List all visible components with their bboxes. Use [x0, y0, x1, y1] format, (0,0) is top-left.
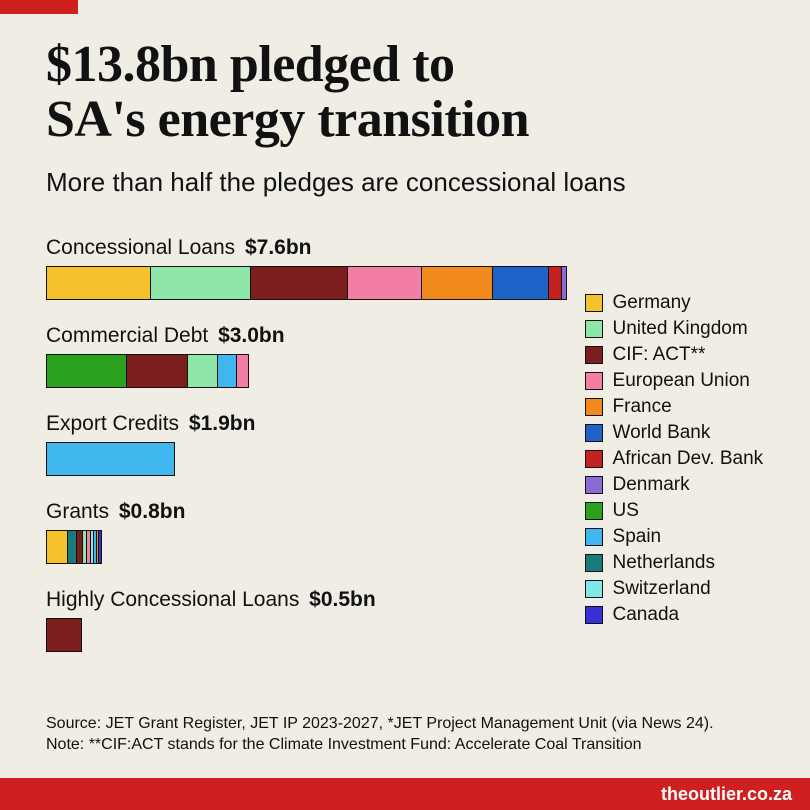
legend-item: CIF: ACT** [585, 344, 764, 366]
legend-swatch [585, 580, 603, 598]
bar-segment [68, 531, 77, 563]
category-label: Highly Concessional Loans $0.5bn [46, 588, 567, 612]
legend-label: Germany [613, 292, 691, 314]
category-value: $7.6bn [245, 236, 312, 259]
legend: Germany United Kingdom CIF: ACT** European … [567, 292, 764, 630]
legend-label: African Dev. Bank [613, 448, 764, 470]
category-label: Export Credits $1.9bn [46, 412, 567, 436]
category: Grants $0.8bn [46, 500, 567, 564]
legend-label: Spain [613, 526, 662, 548]
legend-item: United Kingdom [585, 318, 764, 340]
stacked-bar [46, 266, 567, 300]
category-label: Grants $0.8bn [46, 500, 567, 524]
stacked-bar [46, 530, 102, 564]
stacked-bar [46, 442, 175, 476]
bar-segment [549, 267, 561, 299]
legend-swatch [585, 372, 603, 390]
chart-area: Concessional Loans $7.6bn Commercial Debt… [46, 236, 764, 676]
legend-item: Switzerland [585, 578, 764, 600]
legend-item: Spain [585, 526, 764, 548]
legend-swatch [585, 346, 603, 364]
bar-segment [127, 355, 187, 387]
legend-label: Netherlands [613, 552, 715, 574]
legend-item: France [585, 396, 764, 418]
category-name: Highly Concessional Loans [46, 588, 299, 611]
footer-bar: theoutlier.co.za [0, 778, 810, 810]
bar-segment [99, 531, 101, 563]
legend-item: African Dev. Bank [585, 448, 764, 470]
bar-segment [47, 443, 174, 475]
legend-swatch [585, 476, 603, 494]
bar-segment [47, 267, 151, 299]
legend-item: European Union [585, 370, 764, 392]
page-title: $13.8bn pledged toSA's energy transition [46, 38, 764, 147]
legend-label: France [613, 396, 672, 418]
legend-item: Germany [585, 292, 764, 314]
category-value: $0.8bn [119, 500, 186, 523]
bar-segment [218, 355, 237, 387]
bar-segment [422, 267, 492, 299]
legend-item: World Bank [585, 422, 764, 444]
footnote: Source: JET Grant Register, JET IP 2023-… [46, 713, 714, 756]
category-name: Commercial Debt [46, 324, 208, 347]
category-name: Export Credits [46, 412, 179, 435]
legend-item: US [585, 500, 764, 522]
category-label: Concessional Loans $7.6bn [46, 236, 567, 260]
category: Highly Concessional Loans $0.5bn [46, 588, 567, 652]
legend-label: United Kingdom [613, 318, 748, 340]
legend-label: World Bank [613, 422, 711, 444]
subtitle: More than half the pledges are concessio… [46, 167, 764, 198]
legend-swatch [585, 398, 603, 416]
category-value: $0.5bn [309, 588, 376, 611]
category-name: Grants [46, 500, 109, 523]
legend-label: CIF: ACT** [613, 344, 706, 366]
bar-segment [562, 267, 566, 299]
legend-item: Denmark [585, 474, 764, 496]
category-label: Commercial Debt $3.0bn [46, 324, 567, 348]
legend-swatch [585, 606, 603, 624]
bar-segment [251, 267, 348, 299]
category-name: Concessional Loans [46, 236, 235, 259]
legend-swatch [585, 320, 603, 338]
stacked-bar [46, 354, 249, 388]
legend-swatch [585, 294, 603, 312]
bar-segment [237, 355, 248, 387]
legend-label: Canada [613, 604, 680, 626]
legend-label: US [613, 500, 639, 522]
accent-tab [0, 0, 78, 14]
stacked-bar [46, 618, 82, 652]
category-value: $1.9bn [189, 412, 256, 435]
category: Export Credits $1.9bn [46, 412, 567, 476]
legend-swatch [585, 554, 603, 572]
legend-label: Switzerland [613, 578, 711, 600]
legend-swatch [585, 450, 603, 468]
legend-swatch [585, 424, 603, 442]
category-value: $3.0bn [218, 324, 285, 347]
legend-swatch [585, 502, 603, 520]
content-area: $13.8bn pledged toSA's energy transition… [0, 0, 810, 676]
footer-text: theoutlier.co.za [661, 784, 792, 805]
legend-label: Denmark [613, 474, 690, 496]
bar-segment [47, 619, 81, 651]
category: Commercial Debt $3.0bn [46, 324, 567, 388]
legend-swatch [585, 528, 603, 546]
bar-segment [348, 267, 422, 299]
legend-item: Canada [585, 604, 764, 626]
bar-segment [188, 355, 218, 387]
bar-segment [151, 267, 252, 299]
bar-segment [493, 267, 550, 299]
bar-segment [47, 531, 68, 563]
bars-column: Concessional Loans $7.6bn Commercial Debt… [46, 236, 567, 676]
legend-item: Netherlands [585, 552, 764, 574]
legend-label: European Union [613, 370, 750, 392]
bar-segment [47, 355, 127, 387]
category: Concessional Loans $7.6bn [46, 236, 567, 300]
